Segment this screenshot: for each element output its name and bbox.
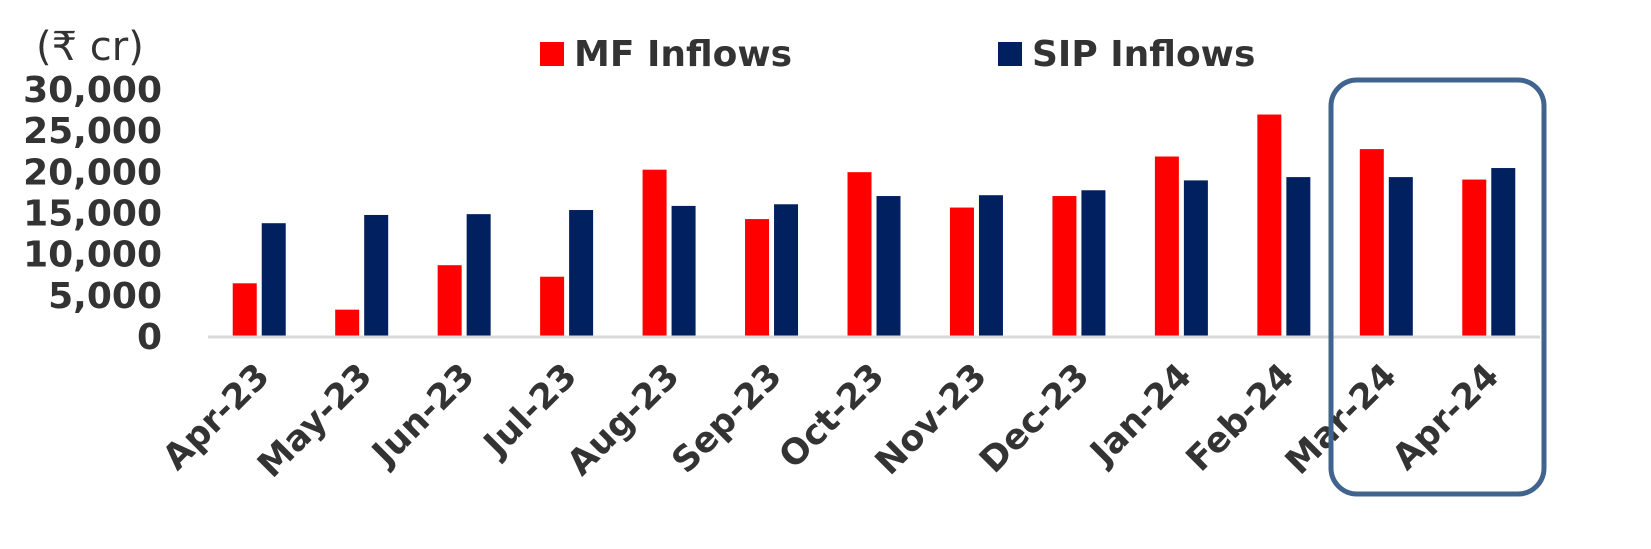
mf-inflows-bar-nov-23	[949, 207, 974, 336]
sip-inflows-bar-dec-23	[1081, 190, 1106, 336]
legend-swatch-mf-inflows	[540, 42, 564, 66]
sip-inflows-bar-mar-24	[1388, 177, 1413, 336]
x-tick-label-may-23: May-23	[250, 356, 380, 486]
y-tick-label: 20,000	[23, 152, 162, 193]
sip-inflows-bar-feb-24	[1286, 177, 1311, 336]
unit-label: (₹ cr)	[36, 24, 144, 70]
legend-swatch-sip-inflows	[998, 42, 1022, 66]
x-tick-label-aug-23: Aug-23	[560, 356, 687, 483]
y-tick-label: 25,000	[23, 111, 162, 152]
y-tick-label: 10,000	[23, 235, 162, 276]
x-tick-label-nov-23: Nov-23	[868, 356, 995, 483]
mf-inflows-bar-apr-23	[232, 283, 257, 336]
mf-inflows-bar-jul-23	[540, 276, 565, 336]
mf-inflows-bar-jan-24	[1154, 156, 1179, 336]
mf-inflows-bar-mar-24	[1359, 149, 1384, 336]
sip-inflows-bar-jul-23	[569, 210, 594, 336]
x-tick-label-dec-23: Dec-23	[972, 356, 1097, 481]
sip-inflows-bar-apr-23	[261, 223, 286, 336]
x-tick-label-jun-23: Jun-23	[364, 356, 483, 475]
y-tick-label: 5,000	[48, 276, 162, 317]
mf-inflows-bar-apr-24	[1462, 179, 1487, 336]
y-tick-label: 15,000	[23, 194, 162, 235]
bars	[232, 114, 1516, 336]
y-tick-label: 0	[137, 317, 162, 358]
mf-inflows-bar-aug-23	[642, 169, 667, 336]
y-tick-label: 30,000	[23, 70, 162, 111]
mf-inflows-bar-feb-24	[1257, 114, 1282, 336]
sip-inflows-bar-apr-24	[1491, 168, 1516, 336]
legend-label-sip-inflows: SIP Inflows	[1032, 34, 1255, 75]
x-tick-label-mar-24: Mar-24	[1278, 356, 1405, 483]
sip-inflows-bar-may-23	[364, 214, 389, 336]
sip-inflows-bar-aug-23	[671, 205, 696, 336]
x-tick-label-sep-23: Sep-23	[665, 356, 790, 481]
sip-inflows-bar-oct-23	[876, 196, 901, 336]
x-tick-label-jan-24: Jan-24	[1082, 356, 1200, 474]
mf-inflows-bar-may-23	[335, 309, 360, 336]
x-axis: Apr-23May-23Jun-23Jul-23Aug-23Sep-23Oct-…	[156, 356, 1508, 486]
sip-inflows-bar-jun-23	[466, 214, 491, 336]
sip-inflows-bar-sep-23	[774, 204, 799, 336]
sip-inflows-bar-nov-23	[978, 195, 1003, 336]
mf-inflows-bar-jun-23	[437, 265, 462, 336]
legend: MF Inflows SIP Inflows	[540, 34, 1255, 75]
legend-label-mf-inflows: MF Inflows	[574, 34, 792, 75]
highlight-box	[1328, 77, 1547, 497]
sip-inflows-bar-jan-24	[1183, 180, 1208, 336]
mf-inflows-bar-oct-23	[847, 172, 872, 336]
x-tick-label-apr-24: Apr-24	[1385, 356, 1507, 478]
mf-inflows-bar-sep-23	[745, 219, 770, 336]
mf-inflows-bar-dec-23	[1052, 196, 1077, 336]
